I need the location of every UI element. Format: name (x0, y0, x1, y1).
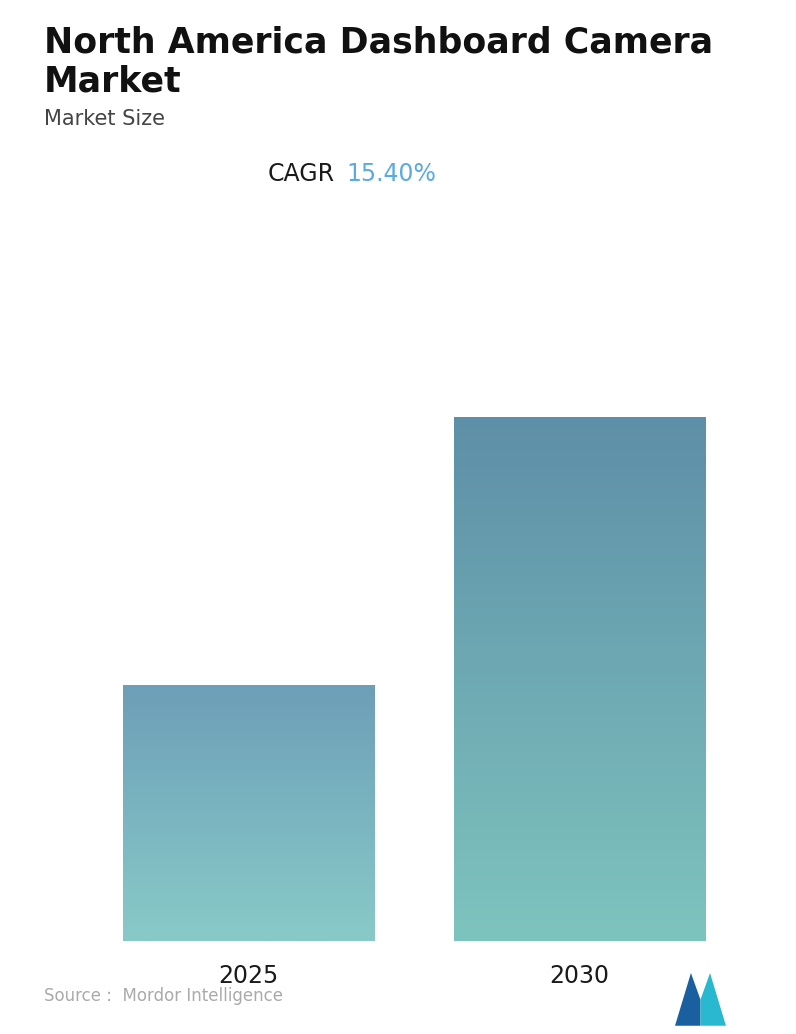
Text: North America Dashboard Camera: North America Dashboard Camera (44, 26, 713, 60)
Text: CAGR: CAGR (267, 161, 334, 186)
Polygon shape (700, 973, 740, 1026)
Text: 2025: 2025 (219, 964, 279, 987)
Text: Source :  Mordor Intelligence: Source : Mordor Intelligence (44, 987, 283, 1005)
Text: 2030: 2030 (549, 964, 609, 987)
Text: Market: Market (44, 64, 181, 98)
Polygon shape (661, 973, 700, 1026)
Text: Market Size: Market Size (44, 109, 165, 128)
Text: 15.40%: 15.40% (346, 161, 436, 186)
